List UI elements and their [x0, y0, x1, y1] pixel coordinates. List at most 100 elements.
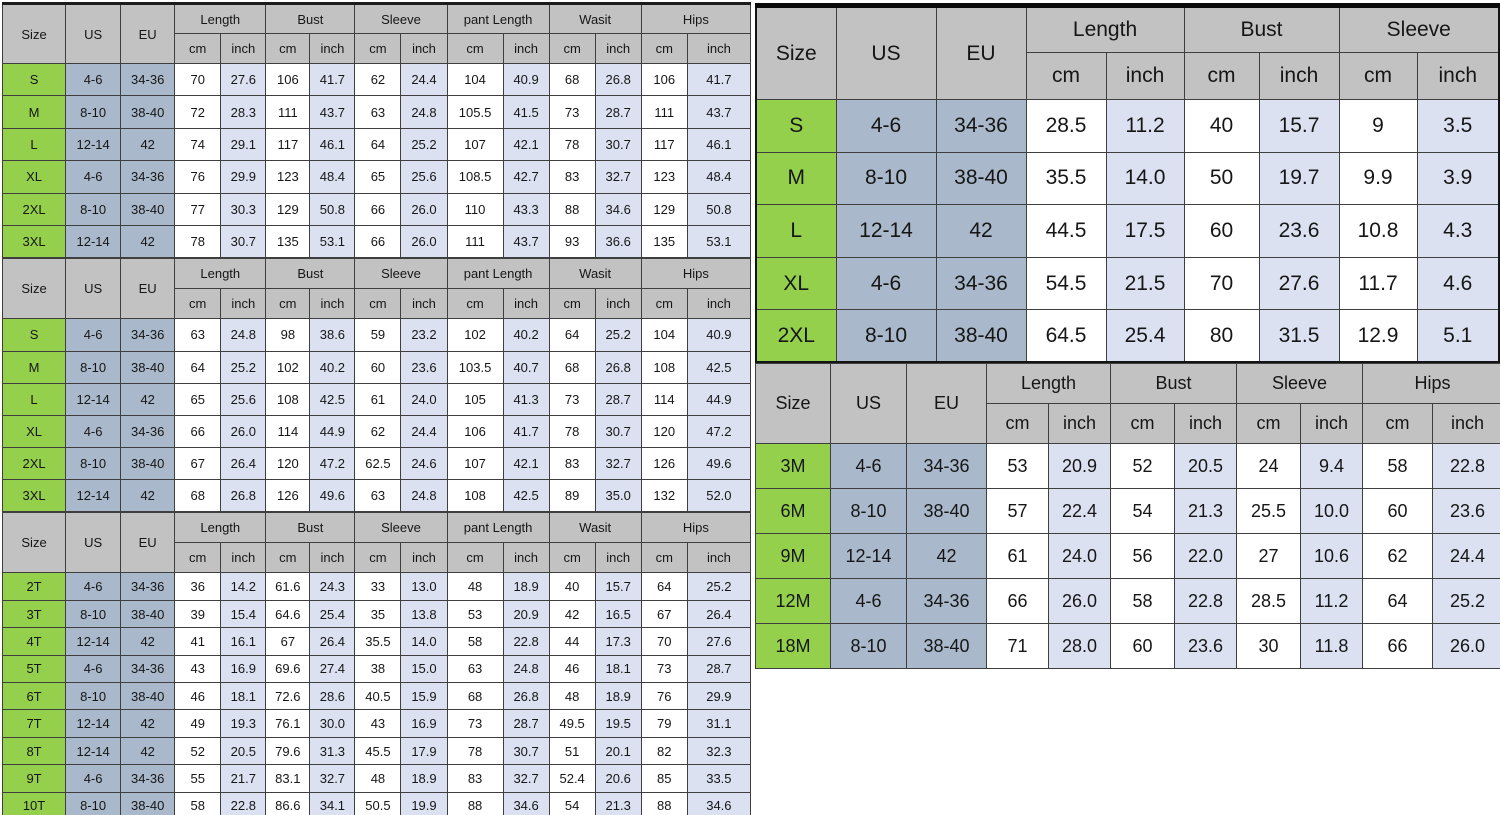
cm-unit-header: cm	[174, 542, 222, 574]
cm-value-cell: 104	[446, 62, 504, 97]
size-header: Size	[1, 512, 67, 574]
inch-unit-header: inch	[502, 542, 550, 574]
cm-value-cell: 76	[174, 160, 222, 194]
inch-value-cell: 31.5	[1258, 309, 1340, 363]
baby-size-chart: Size US EU Length Bust Sleeve Hips cm inch cm inch…	[755, 363, 1500, 670]
size-row: 8T 12-14 42 52 20.5 79.6 31.3 45.5 17.9 78 30.7 51 2…	[1, 736, 752, 766]
inch-value-cell: 24.4	[1432, 533, 1500, 580]
cm-value-cell: 25.5	[1236, 488, 1301, 535]
inch-value-cell: 32.7	[594, 447, 642, 481]
cm-value-cell: 12.9	[1338, 309, 1418, 363]
eu-cell: 42	[120, 382, 176, 416]
cm-value-cell: 63	[354, 479, 402, 513]
inch-value-cell: 31.1	[686, 709, 752, 738]
inch-value-cell: 17.9	[400, 736, 448, 766]
inch-value-cell: 11.2	[1105, 99, 1185, 153]
toddler-size-chart-container: Size US EU Length Bust Sleeve pant Length Wasit…	[1, 512, 752, 815]
eu-cell: 34-36	[935, 99, 1027, 153]
inch-unit-header: inch	[309, 288, 356, 320]
cm-value-cell: 38	[354, 654, 402, 684]
inch-value-cell: 26.0	[1432, 623, 1500, 670]
cm-value-cell: 65	[354, 160, 402, 194]
inch-value-cell: 40.2	[309, 350, 356, 384]
us-cell: 8-10	[65, 350, 122, 384]
size-cell: XL	[755, 256, 837, 311]
inch-value-cell: 15.9	[400, 682, 448, 711]
cm-value-cell: 70	[640, 627, 688, 656]
cm-unit-header: cm	[446, 288, 504, 320]
inch-value-cell: 20.9	[502, 599, 550, 629]
inch-value-cell: 22.8	[1432, 443, 1500, 490]
inch-value-cell: 41.7	[309, 62, 356, 97]
inch-value-cell: 41.7	[686, 62, 752, 97]
inch-value-cell: 19.5	[594, 709, 642, 738]
measure-group-header: pant Length	[446, 512, 550, 544]
cm-value-cell: 24	[1236, 443, 1301, 490]
inch-unit-header: inch	[400, 288, 448, 320]
cm-unit-header: cm	[640, 33, 688, 64]
inch-value-cell: 43.3	[502, 192, 550, 226]
size-row: 5T 4-6 34-36 43 16.9 69.6 27.4 38 15.0 63 24.8 46 18…	[1, 654, 752, 684]
eu-cell: 34-36	[935, 256, 1027, 311]
inch-unit-header: inch	[686, 288, 752, 320]
us-header: US	[65, 512, 122, 574]
inch-value-cell: 24.4	[400, 62, 448, 97]
cm-value-cell: 102	[265, 350, 311, 384]
inch-unit-header: inch	[594, 542, 642, 574]
inch-value-cell: 5.1	[1416, 309, 1500, 363]
eu-header: EU	[120, 3, 176, 64]
eu-cell: 34-36	[120, 654, 176, 684]
us-cell: 4-6	[830, 443, 907, 490]
eu-cell: 42	[120, 709, 176, 738]
inch-unit-header: inch	[594, 288, 642, 320]
size-cell: 4T	[1, 627, 67, 656]
cm-value-cell: 73	[446, 709, 504, 738]
eu-cell: 38-40	[935, 309, 1027, 363]
cm-value-cell: 106	[446, 414, 504, 449]
cm-unit-header: cm	[548, 542, 596, 574]
inch-value-cell: 36.6	[594, 224, 642, 259]
size-cell: 2XL	[1, 447, 67, 481]
cm-value-cell: 78	[548, 127, 596, 162]
cm-value-cell: 60	[1183, 204, 1260, 258]
cm-value-cell: 120	[640, 414, 688, 449]
size-cell: 2XL	[755, 309, 837, 363]
size-cell: 12M	[755, 578, 831, 625]
cm-value-cell: 73	[548, 382, 596, 416]
inch-value-cell: 16.9	[220, 654, 267, 684]
cm-value-cell: 64	[174, 350, 222, 384]
inch-value-cell: 16.9	[400, 709, 448, 738]
cm-value-cell: 40.5	[354, 682, 402, 711]
inch-unit-header: inch	[686, 33, 752, 64]
cm-value-cell: 62	[1362, 533, 1434, 580]
inch-value-cell: 15.0	[400, 654, 448, 684]
eu-cell: 42	[906, 533, 987, 580]
measure-group-header: Sleeve	[354, 3, 448, 34]
size-header: Size	[1, 258, 67, 320]
cm-value-cell: 48	[446, 572, 504, 601]
cm-value-cell: 111	[640, 95, 688, 129]
cm-value-cell: 93	[548, 224, 596, 259]
eu-cell: 34-36	[120, 764, 176, 793]
cm-value-cell: 106	[640, 62, 688, 97]
us-cell: 12-14	[65, 736, 122, 766]
cm-unit-header: cm	[986, 403, 1049, 445]
measure-group-header: pant Length	[446, 3, 550, 34]
cm-value-cell: 66	[354, 224, 402, 259]
inch-value-cell: 19.7	[1258, 151, 1340, 206]
cm-value-cell: 54.5	[1025, 256, 1107, 311]
size-cell: 9M	[755, 533, 831, 580]
cm-value-cell: 59	[354, 318, 402, 352]
cm-value-cell: 123	[640, 160, 688, 194]
inch-value-cell: 35.0	[594, 479, 642, 513]
eu-cell: 34-36	[120, 318, 176, 352]
inch-value-cell: 33.5	[686, 764, 752, 793]
inch-value-cell: 15.7	[1258, 99, 1340, 153]
size-cell: 6M	[755, 488, 831, 535]
inch-unit-header: inch	[400, 33, 448, 64]
baby-size-chart-container: Size US EU Length Bust Sleeve Hips cm inch cm inch…	[755, 363, 1500, 670]
size-header: Size	[755, 363, 831, 445]
cm-value-cell: 62	[354, 62, 402, 97]
cm-value-cell: 68	[548, 350, 596, 384]
inch-value-cell: 43.7	[686, 95, 752, 129]
